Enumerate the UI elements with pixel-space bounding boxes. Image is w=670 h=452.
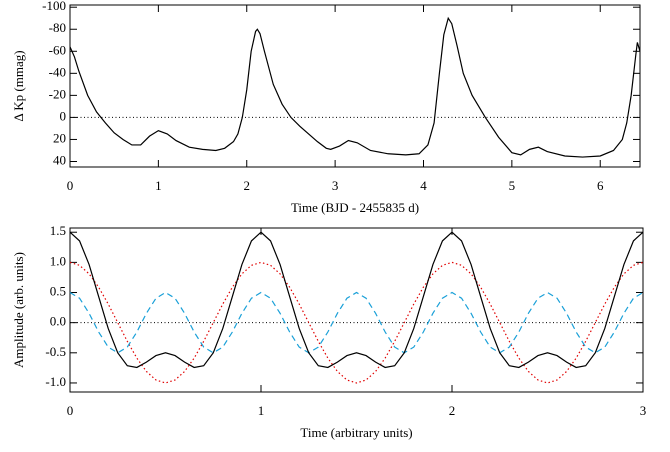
y-tick-label: -100 bbox=[42, 0, 66, 13]
x-tick-label: 5 bbox=[509, 178, 516, 193]
data-line bbox=[69, 16, 641, 158]
y-tick-label: 0 bbox=[60, 108, 67, 123]
x-tick-label: 3 bbox=[640, 403, 647, 418]
x-tick-label: 2 bbox=[449, 403, 456, 418]
x-tick-label: 3 bbox=[332, 178, 339, 193]
y-tick-label: -80 bbox=[49, 20, 66, 35]
y-tick-label: 0.0 bbox=[50, 314, 66, 329]
y-tick-label: -0.5 bbox=[45, 344, 66, 359]
plot-frame bbox=[69, 4, 641, 168]
y-tick-label: -20 bbox=[49, 86, 66, 101]
x-tick-label: 1 bbox=[258, 403, 265, 418]
plot-frame bbox=[69, 227, 644, 393]
x-tick-label: 2 bbox=[243, 178, 250, 193]
x-tick-label: 1 bbox=[155, 178, 162, 193]
data-line bbox=[69, 261, 644, 384]
y-tick-label: -1.0 bbox=[45, 374, 66, 389]
x-tick-label: 4 bbox=[420, 178, 427, 193]
y-axis-title: Amplitude (arb. units) bbox=[11, 252, 26, 368]
x-tick-label: 6 bbox=[597, 178, 604, 193]
y-tick-label: 40 bbox=[53, 152, 66, 167]
y-tick-label: 0.5 bbox=[50, 283, 66, 298]
x-axis-title: Time (arbitrary units) bbox=[300, 425, 412, 440]
y-tick-label: 1.0 bbox=[50, 253, 66, 268]
y-tick-label: -40 bbox=[49, 64, 66, 79]
x-tick-label: 0 bbox=[67, 178, 74, 193]
x-tick-label: 0 bbox=[67, 403, 74, 418]
x-axis-title: Time (BJD - 2455835 d) bbox=[291, 200, 419, 215]
y-tick-label: 1.5 bbox=[50, 223, 66, 238]
y-tick-label: -60 bbox=[49, 42, 66, 57]
y-tick-label: 20 bbox=[53, 130, 66, 145]
data-line bbox=[69, 291, 644, 354]
data-line bbox=[69, 231, 644, 369]
y-axis-title: Δ Kp (mmag) bbox=[11, 50, 26, 121]
